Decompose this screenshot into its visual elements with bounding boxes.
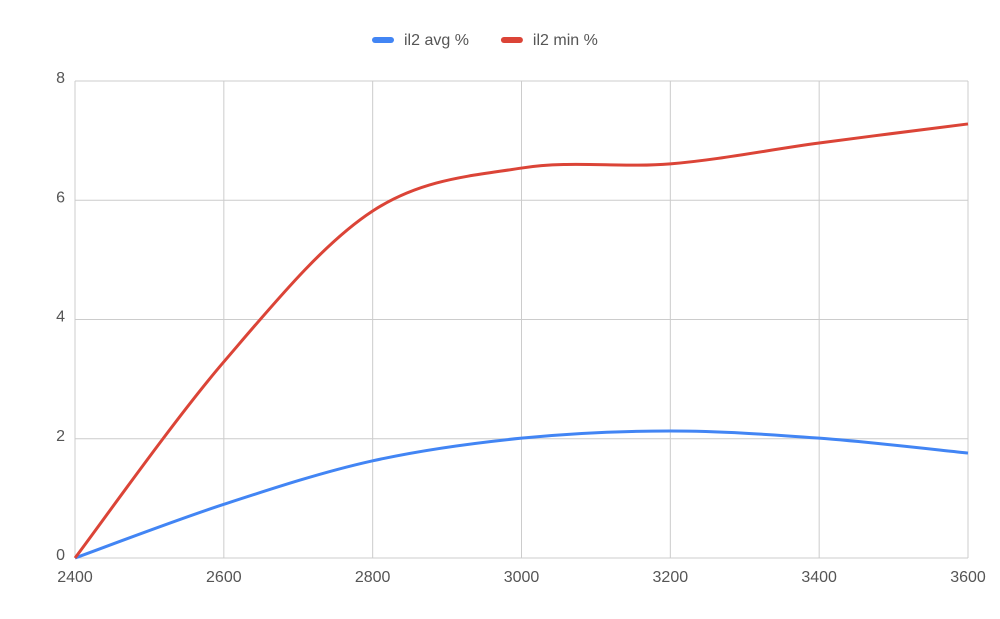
legend-swatch — [500, 37, 523, 43]
series-line — [73, 122, 969, 559]
x-tick-label: 3400 — [801, 569, 837, 586]
legend-label: il2 avg % — [404, 32, 469, 49]
y-tick-label: 2 — [56, 428, 65, 445]
x-tick-label: 3200 — [653, 569, 689, 586]
x-tick-label: 2800 — [355, 569, 391, 586]
y-tick-label: 4 — [56, 309, 65, 326]
x-tick-label: 2400 — [57, 569, 93, 586]
legend: il2 avg % il2 min % — [372, 32, 598, 49]
x-tick-label: 2600 — [206, 569, 242, 586]
series-line — [74, 429, 969, 560]
x-tick-label: 3600 — [950, 569, 986, 586]
y-tick-label: 0 — [56, 547, 65, 564]
legend-swatch — [372, 37, 394, 43]
y-tick-label: 6 — [56, 189, 65, 206]
y-tick-label: 8 — [56, 70, 65, 87]
legend-label: il2 min % — [533, 32, 598, 49]
x-tick-label: 3000 — [504, 569, 540, 586]
